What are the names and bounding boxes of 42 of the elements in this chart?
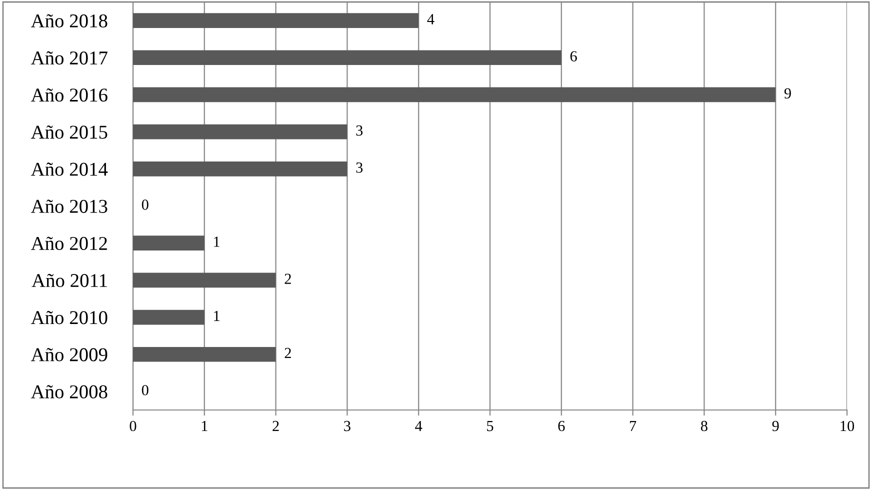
x-tick-label: 5 (487, 421, 494, 432)
y-tick-label: Año 2010 (30, 310, 108, 324)
bar (133, 236, 204, 251)
y-tick-label: Año 2017 (30, 51, 108, 65)
x-tick-label: 10 (840, 420, 854, 432)
y-tick-label: Año 2008 (30, 385, 108, 398)
data-label: 3 (356, 125, 363, 136)
x-tick-label: 6 (558, 420, 565, 432)
data-label: 0 (142, 384, 148, 396)
x-tick-label: 3 (344, 420, 350, 432)
y-tick-label: Año 2015 (30, 125, 108, 139)
y-tick-label: Año 2018 (30, 14, 108, 28)
y-tick-label: Año 2009 (30, 348, 108, 362)
y-tick-label: Año 2011 (32, 274, 107, 288)
data-label: 2 (284, 274, 291, 284)
bar (133, 346, 276, 362)
x-tick-label: 7 (630, 421, 636, 432)
data-label: 3 (356, 162, 363, 173)
data-label: 2 (284, 348, 291, 358)
y-tick-label: Año 2012 (30, 236, 107, 250)
x-tick-label: 8 (700, 420, 708, 432)
bar (133, 272, 276, 288)
bar (133, 310, 204, 325)
data-label: 4 (427, 14, 434, 24)
data-label: 6 (570, 51, 577, 62)
x-tick-label: 0 (130, 420, 136, 432)
x-tick-label: 2 (272, 420, 279, 432)
bar (133, 161, 348, 176)
y-tick-label: Año 2013 (30, 200, 108, 213)
bar (133, 87, 776, 102)
x-tick-label: 9 (772, 420, 779, 432)
x-tick-label: 4 (415, 420, 422, 432)
data-label: 9 (784, 88, 791, 99)
y-tick-label: Año 2016 (30, 88, 108, 102)
data-label: 1 (214, 310, 220, 321)
bar (133, 50, 562, 66)
x-tick-label: 1 (202, 420, 208, 432)
y-tick-label: Año 2014 (30, 162, 108, 176)
data-label: 0 (142, 200, 148, 210)
bar (133, 124, 348, 140)
data-label: 1 (214, 236, 220, 247)
bar (133, 13, 419, 28)
